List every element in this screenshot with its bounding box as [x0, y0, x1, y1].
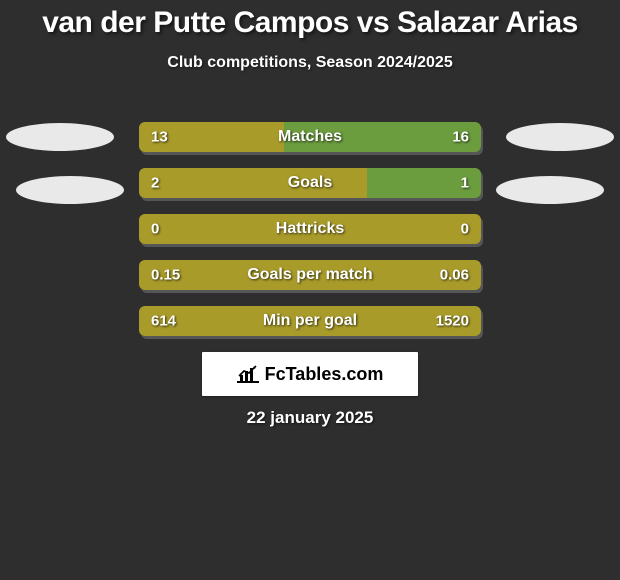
stat-value-right: 0 — [461, 221, 469, 238]
stat-bars: Matches 13 16 Goals 2 1 Hattricks 0 0 Goals per m… — [139, 122, 481, 336]
stat-value-left: 13 — [151, 129, 168, 146]
stat-row: Min per goal 614 1520 — [139, 306, 481, 336]
stat-value-left: 614 — [151, 313, 176, 330]
stat-value-right: 16 — [452, 129, 469, 146]
page-title: van der Putte Campos vs Salazar Arias — [0, 0, 620, 40]
brand-badge: FcTables.com — [202, 352, 418, 396]
stat-label: Goals per match — [247, 266, 372, 284]
player-marker — [16, 176, 124, 204]
stat-label: Matches — [278, 128, 342, 146]
stat-row: Goals per match 0.15 0.06 — [139, 260, 481, 290]
brand-text: FcTables.com — [265, 364, 384, 385]
stat-value-right: 1 — [461, 175, 469, 192]
page-subtitle: Club competitions, Season 2024/2025 — [0, 54, 620, 72]
player-marker — [6, 123, 114, 151]
brand-chart-icon — [237, 365, 259, 383]
stat-row: Hattricks 0 0 — [139, 214, 481, 244]
stat-value-right: 0.06 — [440, 267, 469, 284]
stat-fill-left — [139, 168, 367, 198]
stat-value-left: 0 — [151, 221, 159, 238]
stat-label: Min per goal — [263, 312, 357, 330]
stat-row: Goals 2 1 — [139, 168, 481, 198]
stat-row: Matches 13 16 — [139, 122, 481, 152]
stat-label: Hattricks — [276, 220, 344, 238]
date-text: 22 january 2025 — [0, 408, 620, 428]
stat-label: Goals — [288, 174, 332, 192]
player-marker — [496, 176, 604, 204]
stat-value-right: 1520 — [436, 313, 469, 330]
stat-value-left: 2 — [151, 175, 159, 192]
stat-value-left: 0.15 — [151, 267, 180, 284]
comparison-infographic: van der Putte Campos vs Salazar Arias Cl… — [0, 0, 620, 580]
player-marker — [506, 123, 614, 151]
